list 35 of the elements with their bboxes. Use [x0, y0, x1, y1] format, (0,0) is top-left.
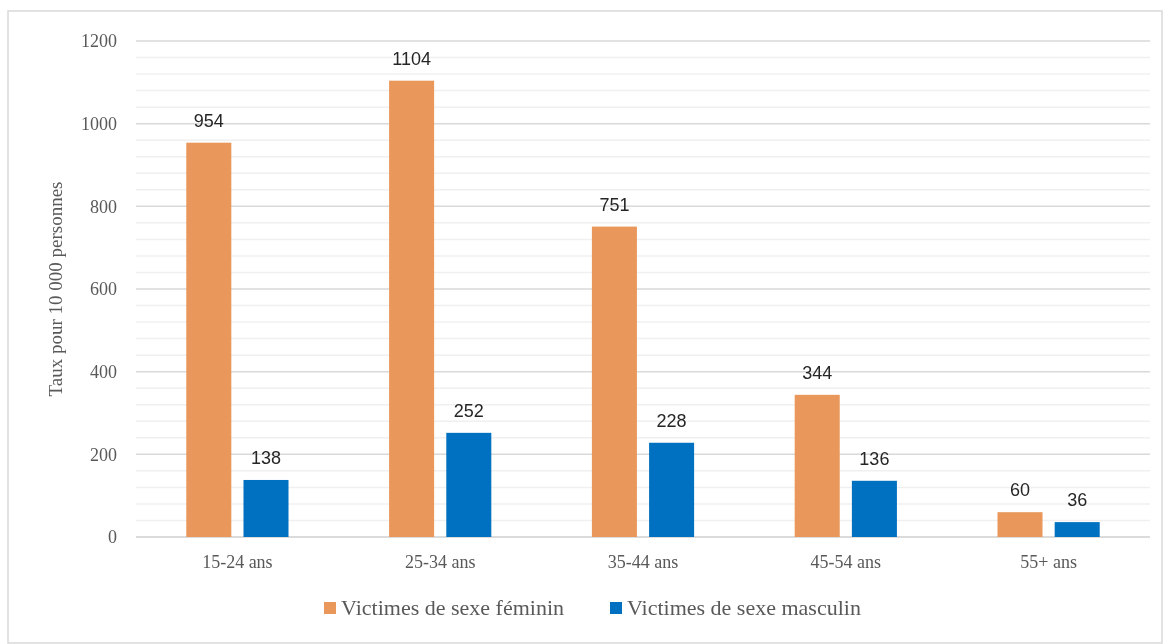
bar [649, 442, 695, 537]
bar [794, 394, 840, 537]
data-label: 954 [193, 110, 224, 131]
bar [186, 142, 232, 537]
data-label: 60 [1009, 480, 1031, 501]
data-label: 1104 [392, 48, 431, 69]
bar [851, 480, 897, 537]
data-label: 136 [859, 448, 890, 469]
y-tick-label: 600 [90, 279, 117, 300]
x-tick-label: 25-34 ans [404, 552, 476, 572]
y-tick-label: 0 [108, 527, 117, 548]
y-tick-label: 1200 [81, 31, 117, 52]
legend-label: Victimes de sexe masculin [627, 594, 861, 622]
y-axis-title: Taux pour 10 000 personnes [45, 181, 66, 397]
y-tick-label: 800 [90, 196, 117, 217]
x-tick-label: 35-44 ans [607, 552, 679, 572]
bar [997, 512, 1043, 537]
bar [243, 479, 289, 537]
bar [446, 432, 492, 537]
data-label: 36 [1067, 490, 1088, 511]
data-label: 228 [656, 410, 687, 431]
data-label: 751 [599, 194, 630, 215]
x-tick-label: 55+ ans [1020, 552, 1077, 572]
data-label: 252 [453, 400, 484, 421]
legend-label: Victimes de sexe féminin [341, 594, 564, 622]
bar [591, 226, 637, 537]
y-tick-label: 400 [90, 361, 117, 382]
bar [1054, 522, 1100, 537]
y-tick-label: 200 [90, 444, 117, 465]
y-tick-label: 1000 [81, 113, 117, 134]
bar [389, 80, 435, 537]
x-tick-label: 45-54 ans [810, 552, 882, 572]
data-label: 344 [802, 362, 833, 383]
data-label: 138 [250, 447, 282, 468]
x-tick-label: 15-24 ans [202, 552, 273, 572]
